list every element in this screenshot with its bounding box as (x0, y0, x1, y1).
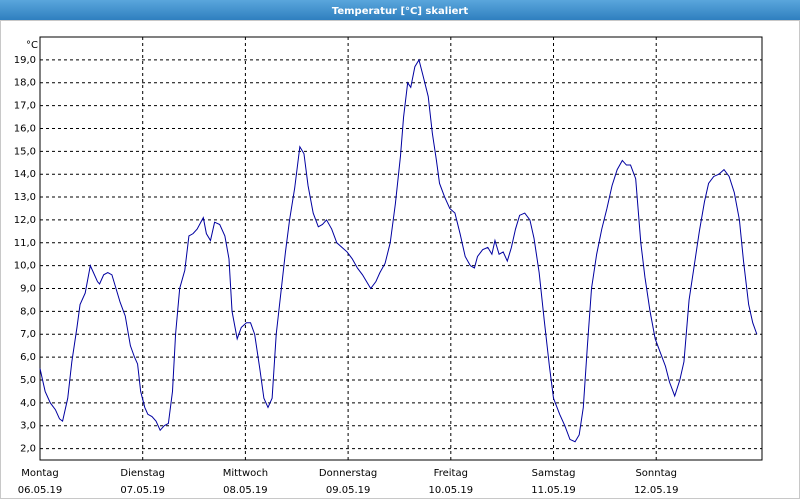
y-tick-label: 12,0 (14, 215, 36, 226)
y-tick-label: 3,0 (20, 421, 36, 432)
x-tick-date: 08.05.19 (223, 485, 268, 496)
x-tick-date: 10.05.19 (429, 485, 474, 496)
y-tick-label: 9,0 (20, 284, 36, 295)
y-unit-label: °C (26, 40, 38, 51)
y-tick-label: 6,0 (20, 352, 36, 363)
x-tick-date: 12.05.19 (634, 485, 679, 496)
y-tick-label: 10,0 (14, 261, 36, 272)
y-tick-label: 13,0 (14, 192, 36, 203)
title-bar (0, 0, 800, 20)
x-tick-label: Montag (21, 468, 58, 479)
x-tick-label: Dienstag (120, 468, 165, 479)
frame (0, 20, 800, 499)
x-tick-date: 06.05.19 (18, 485, 63, 496)
plot-border (39, 36, 763, 461)
y-tick-label: 15,0 (14, 146, 36, 157)
y-tick-label: 5,0 (20, 375, 36, 386)
temperature-line (39, 58, 758, 443)
y-tick-label: 18,0 (14, 78, 36, 89)
y-tick-label: 14,0 (14, 169, 36, 180)
y-tick-label: 16,0 (14, 123, 36, 134)
x-tick-label: Samstag (532, 468, 576, 479)
y-tick-label: 11,0 (14, 238, 36, 249)
y-tick-label: 2,0 (20, 444, 36, 455)
x-tick-date: 09.05.19 (326, 485, 371, 496)
x-tick-label: Donnerstag (319, 468, 377, 479)
y-tick-label: 7,0 (20, 329, 36, 340)
y-tick-label: 17,0 (14, 101, 36, 112)
x-tick-label: Freitag (434, 468, 468, 479)
x-tick-date: 11.05.19 (531, 485, 576, 496)
chart-title: Temperatur [°C] skaliert (332, 6, 469, 17)
x-tick-date: 07.05.19 (120, 485, 165, 496)
y-tick-label: 4,0 (20, 398, 36, 409)
y-tick-label: 8,0 (20, 306, 36, 317)
x-tick-label: Sonntag (635, 468, 677, 479)
y-tick-label: 19,0 (14, 55, 36, 66)
x-tick-label: Mittwoch (223, 468, 268, 479)
